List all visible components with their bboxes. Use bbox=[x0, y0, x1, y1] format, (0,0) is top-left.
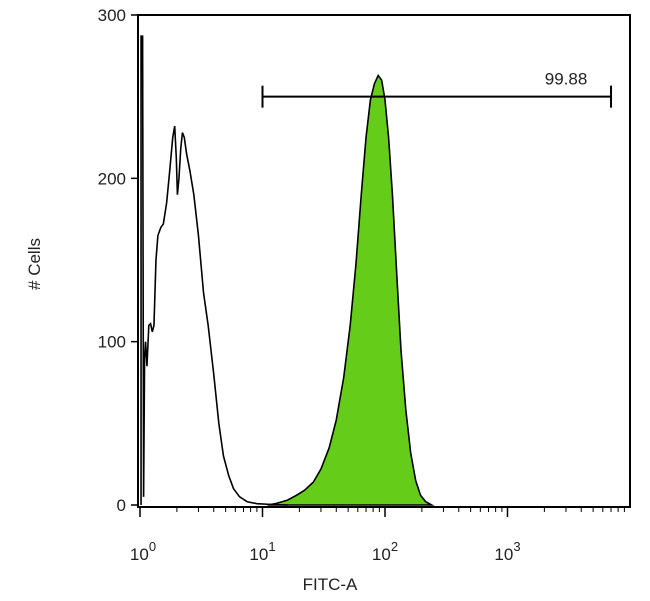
series-filled-histogram bbox=[267, 73, 435, 506]
y-tick-label: 0 bbox=[117, 496, 126, 515]
x-axis: 100 101 102 103 bbox=[130, 507, 625, 564]
series-outline-histogram bbox=[140, 35, 288, 506]
y-tick-label: 300 bbox=[98, 6, 126, 25]
y-axis: 0 100 200 300 bbox=[98, 6, 138, 515]
x-tick-label: 100 bbox=[130, 539, 156, 564]
x-tick-label: 101 bbox=[249, 539, 275, 564]
gate: 99.88 bbox=[261, 70, 613, 108]
y-axis-title: # Cells bbox=[25, 238, 44, 290]
x-tick-label: 102 bbox=[372, 539, 398, 564]
series-layer bbox=[140, 35, 435, 506]
x-tick-label: 103 bbox=[494, 539, 520, 564]
plot-frame bbox=[137, 14, 631, 508]
gate-label: 99.88 bbox=[545, 70, 588, 89]
x-axis-title: FITC-A bbox=[303, 575, 358, 594]
y-tick-label: 100 bbox=[98, 333, 126, 352]
y-tick-label: 200 bbox=[98, 169, 126, 188]
